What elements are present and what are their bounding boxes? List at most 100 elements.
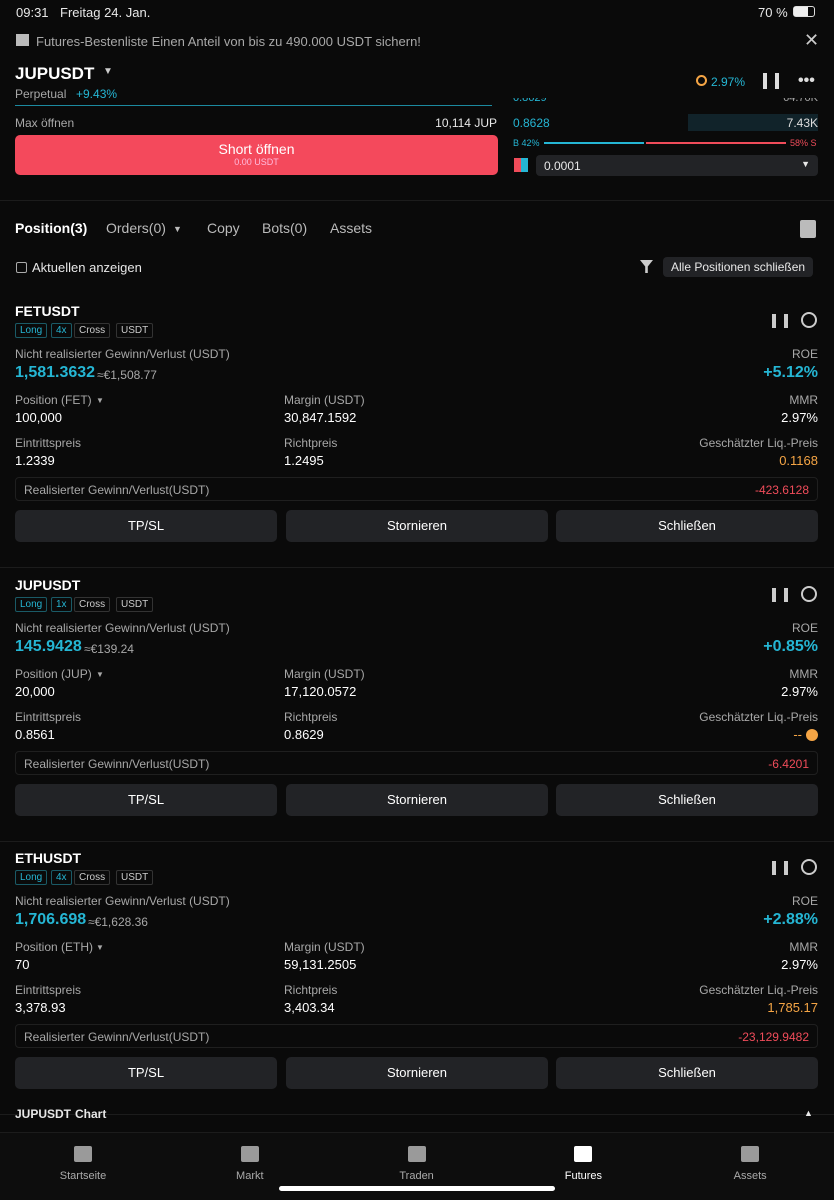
realized: -23,129.9482 <box>738 1030 809 1044</box>
share-icon[interactable] <box>801 312 817 328</box>
realized-box: Realisierter Gewinn/Verlust(USDT) -23,129… <box>15 1024 818 1048</box>
liq: 0.1168 <box>779 453 818 468</box>
action-button[interactable]: TP/SL <box>15 783 277 816</box>
battery: 70 % <box>758 5 788 20</box>
precision-arrow: ▼ <box>801 159 810 169</box>
depth-bar <box>688 114 818 131</box>
short-sub: 0.00 USDT <box>234 157 279 167</box>
nav-label: Startseite <box>59 1170 107 1182</box>
mark-label: Richtpreis <box>284 983 338 997</box>
banner-text[interactable]: Futures-Bestenliste Einen Anteil von bis… <box>36 34 421 49</box>
short-button[interactable]: Short öffnen 0.00 USDT <box>15 135 498 175</box>
position-card: FETUSDT Long 4x Cross USDT Nicht realisierter… <box>0 295 834 568</box>
tab[interactable]: Bots(0) <box>262 220 308 236</box>
chart-toggle[interactable]: ▲ <box>804 1108 813 1118</box>
symbol[interactable]: JUPUSDT <box>15 64 95 83</box>
margin: 59,131.2505 <box>284 957 357 972</box>
chart-label[interactable]: Chart <box>75 1107 107 1121</box>
tag: Cross <box>74 596 111 612</box>
margin-label: Margin (USDT) <box>284 393 365 407</box>
share-icon[interactable] <box>801 585 817 602</box>
nav-label: Assets <box>733 1170 767 1182</box>
action-button[interactable]: Stornieren <box>286 1057 548 1089</box>
tag: Long <box>15 323 48 338</box>
action-button[interactable]: TP/SL <box>15 510 277 542</box>
mmr-label: MMR <box>789 393 818 407</box>
roe: +5.12% <box>763 364 818 381</box>
pos-dropdown[interactable]: ▼ <box>96 943 104 952</box>
symbol[interactable]: ETHUSDT <box>15 850 82 866</box>
nav-label: Futures <box>564 1170 603 1182</box>
nav-item[interactable]: Assets <box>667 1140 833 1182</box>
more-icon[interactable]: ••• <box>798 72 815 89</box>
sell-bar <box>646 142 786 144</box>
layout-icon[interactable] <box>514 158 528 172</box>
entry: 1.2339 <box>15 453 55 468</box>
tag: USDT <box>116 323 154 338</box>
roe: +2.88% <box>763 911 818 928</box>
tab[interactable]: Position(3) <box>15 220 88 236</box>
share-icon[interactable] <box>801 859 817 875</box>
filter-icon[interactable] <box>640 260 653 273</box>
nav-icon <box>407 1146 426 1162</box>
nav-item[interactable]: Startseite <box>0 1140 166 1182</box>
close-all[interactable]: Alle Positionen schließen <box>663 257 814 277</box>
mmr-label: MMR <box>789 940 818 954</box>
history-icon[interactable] <box>800 220 816 238</box>
action-button[interactable]: Schließen <box>556 783 818 816</box>
candle-icon[interactable] <box>772 587 788 602</box>
gauge-icon <box>696 75 707 86</box>
entry: 3,378.93 <box>15 1000 66 1015</box>
checkbox-label[interactable]: Aktuellen anzeigen <box>32 260 142 275</box>
battery-icon <box>793 6 815 17</box>
symbol-dropdown[interactable]: ▼ <box>103 66 113 77</box>
action-button[interactable]: Schließen <box>556 510 818 542</box>
tag: 4x <box>51 870 72 885</box>
home-indicator <box>279 1186 555 1191</box>
pnl-eur: ≈€1,628.36 <box>88 915 148 929</box>
liq: 1,785.17 <box>767 1000 818 1015</box>
nav-item[interactable]: Traden <box>334 1140 500 1182</box>
mark-label: Richtpreis <box>284 436 338 450</box>
mark: 1.2495 <box>284 453 324 468</box>
indicator[interactable]: 2.97% <box>711 75 746 89</box>
roe-label: ROE <box>791 347 818 361</box>
precision-select[interactable]: 0.0001 ▼ <box>536 155 818 176</box>
action-button[interactable]: TP/SL <box>15 1057 277 1089</box>
pos: 100,000 <box>15 410 62 425</box>
nav-item[interactable]: Markt <box>167 1140 333 1182</box>
pos-dropdown[interactable]: ▼ <box>96 669 104 679</box>
pos-dropdown[interactable]: ▼ <box>96 396 104 405</box>
chart-symbol[interactable]: JUPUSDT <box>15 1107 72 1121</box>
candle-icon[interactable] <box>772 861 788 875</box>
tag: 4x <box>51 323 72 338</box>
mmr: 2.97% <box>781 683 818 699</box>
tab[interactable]: Assets <box>330 220 373 236</box>
tab-dropdown[interactable]: ▼ <box>173 224 182 234</box>
max-label: Max öffnen <box>15 116 75 130</box>
checkbox[interactable] <box>16 262 27 273</box>
nav-icon <box>574 1146 593 1162</box>
pnl-eur: ≈€139.24 <box>84 641 134 656</box>
pos: 70 <box>15 957 30 972</box>
chart-icon[interactable] <box>763 73 779 89</box>
position-card: JUPUSDT Long 1x Cross USDT Nicht realisierter… <box>0 569 834 842</box>
action-button[interactable]: Stornieren <box>286 510 548 542</box>
action-button[interactable]: Stornieren <box>286 783 548 816</box>
close-banner[interactable]: ✕ <box>804 30 820 50</box>
candle-icon[interactable] <box>772 314 788 328</box>
ob-price: 0.8628 <box>513 116 550 130</box>
liq-label: Geschätzter Liq.-Preis <box>699 436 818 450</box>
nav-item[interactable]: Futures <box>500 1140 666 1182</box>
tab[interactable]: Orders(0) <box>106 220 166 236</box>
pnl-label: Nicht realisierter Gewinn/Verlust (USDT) <box>15 894 230 908</box>
symbol[interactable]: FETUSDT <box>15 303 80 319</box>
pnl: 1,706.698 <box>15 911 87 928</box>
ob-qty: 64.70K <box>783 98 818 104</box>
symbol[interactable]: JUPUSDT <box>15 576 81 593</box>
tab[interactable]: Copy <box>207 220 240 236</box>
action-button[interactable]: Schließen <box>556 1057 818 1089</box>
nav-label: Markt <box>236 1170 264 1182</box>
short-label: Short öffnen <box>218 141 295 157</box>
